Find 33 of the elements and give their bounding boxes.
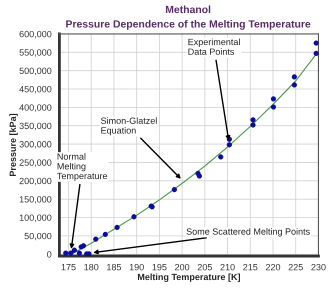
- y-tick-label: 150,000: [20, 196, 52, 204]
- y-tick-label: 400,000: [19, 104, 52, 112]
- x-tick-label: 185: [107, 264, 122, 270]
- annotation: Normal Melting Temperature: [57, 153, 108, 181]
- y-tick-label: 250,000: [20, 159, 52, 167]
- y-tick-label: 300,000: [19, 141, 52, 149]
- x-tick-label: 205: [198, 264, 212, 270]
- y-tick-label: 0: [47, 251, 52, 258]
- y-axis-title: Pressure [kPa]: [9, 114, 18, 176]
- y-tick-label: 600,000: [20, 30, 52, 38]
- x-tick-label: 195: [152, 264, 167, 270]
- x-tick-label: 180: [84, 264, 98, 270]
- y-tick-label: 200,000: [20, 178, 52, 186]
- y-tick-label: 100,000: [20, 214, 52, 222]
- y-tick-label: 350,000: [19, 122, 52, 130]
- x-axis-title: Melting Temperature [K]: [138, 274, 240, 282]
- x-tick-label: 215: [243, 264, 258, 270]
- x-tick-label: 210: [220, 264, 235, 270]
- chart-subtitle: Pressure Dependence of the Melting Temperature: [66, 20, 310, 30]
- x-tick-label: 225: [288, 264, 303, 270]
- x-tick-label: 220: [266, 264, 280, 270]
- annotation: Experimental Data Points: [188, 38, 240, 55]
- chart-title: Methanol: [166, 6, 210, 14]
- y-tick-label: 450,000: [19, 86, 52, 94]
- x-tick-label: 175: [62, 264, 76, 270]
- y-tick-label: 500,000: [19, 68, 52, 76]
- y-tick-label: 550,000: [19, 49, 52, 57]
- annotation: Simon-Glatzel Equation: [101, 117, 157, 136]
- x-tick-label: 190: [130, 264, 144, 270]
- x-tick-label: 200: [175, 264, 190, 270]
- x-tick-label: 230: [311, 264, 326, 270]
- y-tick-label: 50,000: [24, 232, 52, 240]
- annotation: Some Scattered Melting Points: [186, 228, 310, 237]
